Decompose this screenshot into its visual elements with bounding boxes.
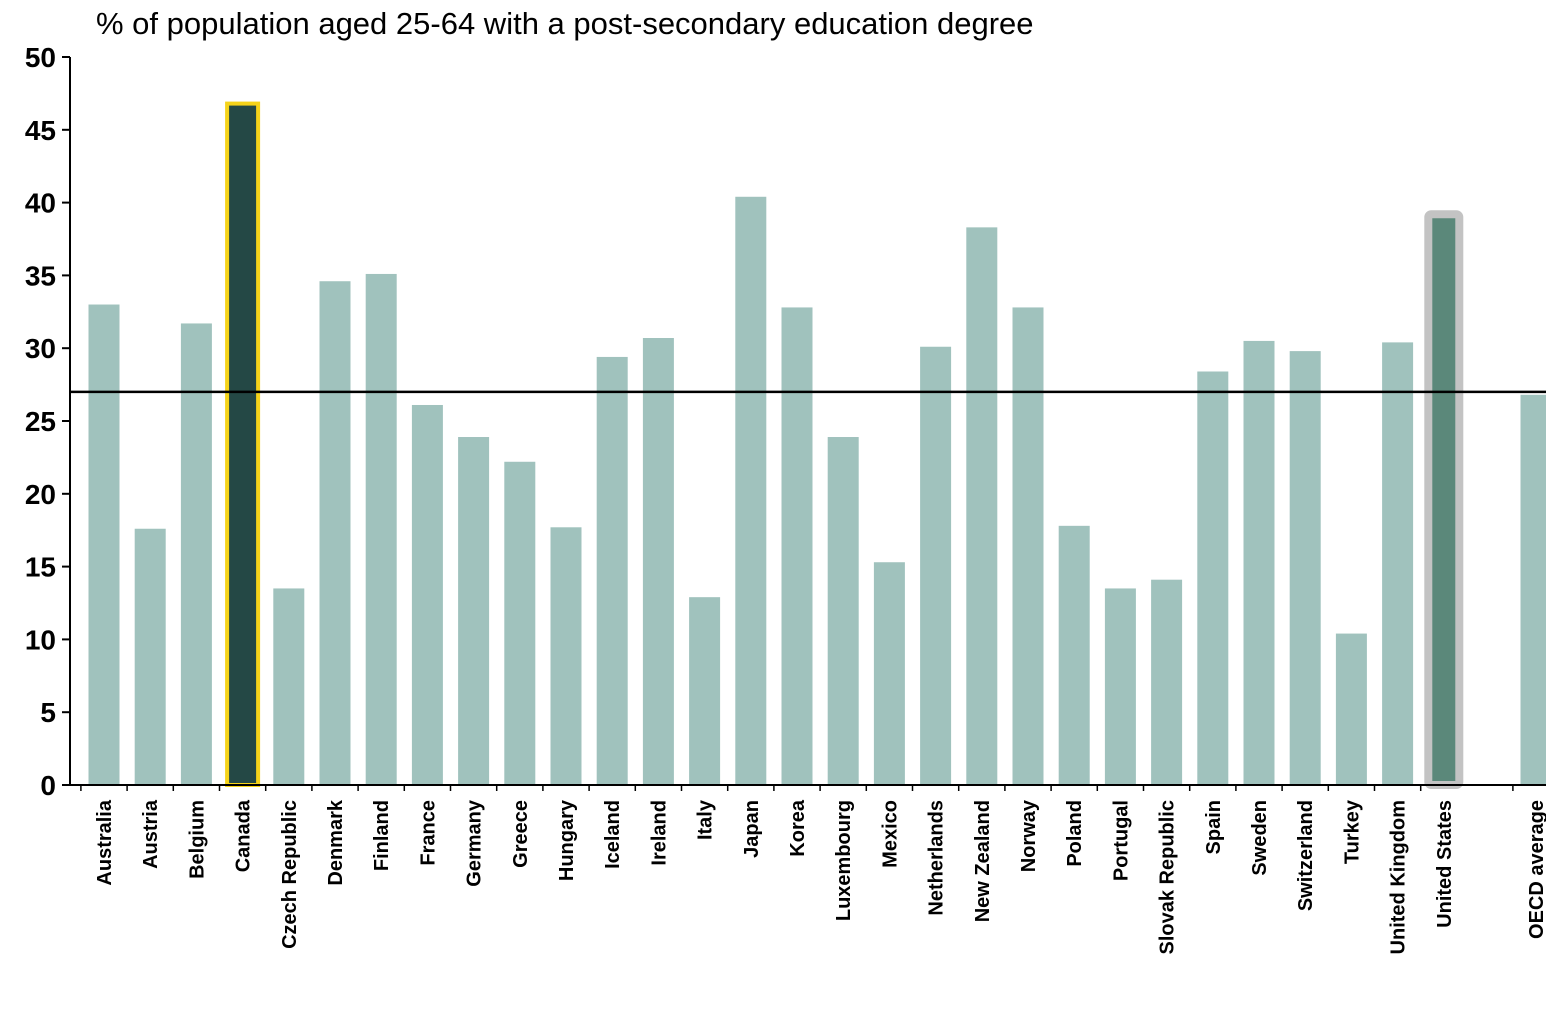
x-tick-label-switzerland: Switzerland — [1295, 800, 1317, 911]
y-tick-label-0: 0 — [40, 770, 56, 801]
bar-greece — [504, 461, 536, 785]
x-tick-label-spain: Spain — [1203, 800, 1225, 854]
bar-slovak-republic — [1151, 579, 1183, 785]
y-tick-label-10: 10 — [25, 624, 56, 655]
x-tick-label-korea: Korea — [787, 799, 809, 857]
x-tick-label-sweden: Sweden — [1249, 800, 1271, 876]
bar-united-states — [1424, 210, 1464, 790]
x-tick-label-australia: Australia — [94, 799, 116, 885]
bar-australia — [88, 304, 120, 785]
x-tick-label-norway: Norway — [1018, 799, 1040, 872]
bar-austria — [134, 528, 166, 785]
bar-netherlands — [920, 346, 952, 785]
x-tick-label-france: France — [417, 800, 439, 866]
y-tick-label-5: 5 — [40, 697, 56, 728]
bar-iceland — [596, 356, 628, 785]
x-tick-label-ireland: Ireland — [648, 800, 670, 866]
y-tick-label-40: 40 — [25, 188, 56, 219]
x-tick-label-italy: Italy — [695, 799, 717, 840]
y-tick-label-15: 15 — [25, 552, 56, 583]
y-tick-label-30: 30 — [25, 333, 56, 364]
x-tick-label-iceland: Iceland — [602, 800, 624, 869]
bar-denmark — [319, 281, 351, 785]
y-tick-label-35: 35 — [25, 260, 56, 291]
bar-belgium — [180, 323, 212, 785]
x-tick-label-united-kingdom: United Kingdom — [1388, 800, 1410, 954]
x-tick-label-finland: Finland — [371, 800, 393, 871]
bar-czech-republic — [273, 588, 305, 785]
y-tick-label-50: 50 — [25, 42, 56, 73]
axes-group — [62, 56, 1546, 791]
x-tick-labels: Australia Austria Belgium Canada Czech Repub… — [94, 799, 1546, 954]
bar-korea — [781, 307, 813, 785]
bar-italy — [689, 597, 721, 785]
y-tick-label-25: 25 — [25, 406, 56, 437]
bar-spain — [1197, 371, 1229, 785]
x-tick-label-japan: Japan — [741, 800, 763, 858]
bar-finland — [365, 273, 397, 785]
x-tick-label-turkey: Turkey — [1341, 799, 1363, 864]
x-tick-label-poland: Poland — [1064, 800, 1086, 867]
bar-oecd-average — [1520, 394, 1546, 785]
bar-new-zealand — [966, 227, 998, 786]
x-tick-label-austria: Austria — [140, 799, 162, 869]
bars-group — [88, 101, 1546, 790]
x-tick-label-new-zealand: New Zealand — [972, 800, 994, 922]
x-tick-label-germany: Germany — [464, 799, 486, 887]
bar-portugal — [1104, 588, 1136, 785]
bar-hungary — [550, 527, 582, 785]
x-tick-label-belgium: Belgium — [186, 800, 208, 879]
bar-norway — [1012, 307, 1044, 785]
x-tick-label-oecd-average: OECD average — [1526, 800, 1546, 939]
x-tick-label-hungary: Hungary — [556, 799, 578, 881]
x-tick-label-united-states: United States — [1434, 800, 1456, 928]
bar-poland — [1058, 525, 1090, 785]
bar-mexico — [873, 562, 905, 785]
x-tick-label-czech-republic: Czech Republic — [279, 800, 301, 949]
bar-united-kingdom — [1382, 342, 1414, 785]
x-tick-label-greece: Greece — [510, 800, 532, 868]
chart-title: % of population aged 25-64 with a post-s… — [96, 6, 1034, 41]
bar-france — [411, 404, 443, 785]
x-tick-label-netherlands: Netherlands — [926, 800, 948, 916]
x-tick-label-mexico: Mexico — [879, 800, 901, 868]
bar-germany — [458, 437, 490, 785]
y-tick-label-20: 20 — [25, 479, 56, 510]
bar-japan — [735, 196, 767, 785]
x-tick-label-luxembourg: Luxembourg — [833, 800, 855, 921]
y-tick-labels: 0 5 10 15 20 25 30 35 40 45 50 — [25, 42, 56, 801]
bar-switzerland — [1289, 351, 1321, 785]
bar-sweden — [1243, 340, 1275, 785]
x-tick-label-slovak-republic: Slovak Republic — [1157, 800, 1179, 955]
bar-canada — [225, 101, 261, 788]
bar-turkey — [1335, 633, 1367, 785]
x-tick-label-canada: Canada — [233, 799, 255, 872]
bar-ireland — [642, 338, 674, 785]
x-tick-label-denmark: Denmark — [325, 799, 347, 885]
x-tick-label-portugal: Portugal — [1110, 800, 1132, 881]
y-tick-label-45: 45 — [25, 115, 56, 146]
bar-luxembourg — [827, 437, 859, 785]
